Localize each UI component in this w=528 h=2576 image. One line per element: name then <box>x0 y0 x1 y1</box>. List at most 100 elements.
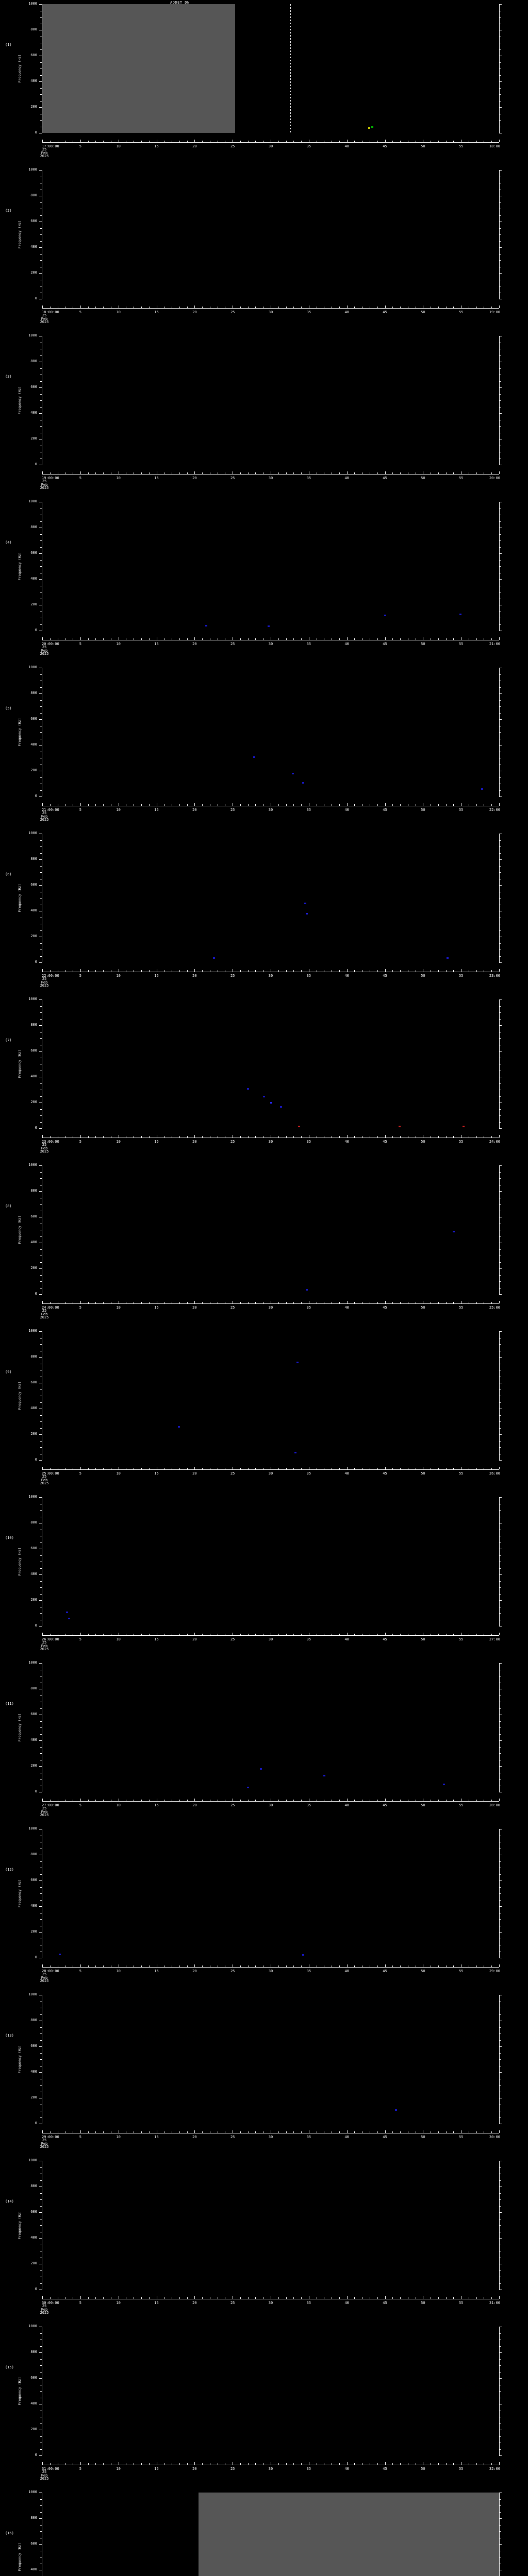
x-tick-minor <box>354 970 355 972</box>
date-line: 2025 <box>40 2145 49 2149</box>
spectrogram-panel: (12) Frequency (Hz) 0 200 400 600 800 1000 28:00… <box>0 1827 528 1995</box>
y-tick-minor <box>40 1262 42 1263</box>
x-tick-minor <box>248 141 249 142</box>
spectrogram-plot-area[interactable] <box>42 1497 499 1626</box>
x-tick-minor <box>240 804 241 806</box>
y-tick <box>39 999 42 1000</box>
x-tick-minor <box>255 141 256 142</box>
x-tick-major <box>194 1301 195 1303</box>
y-tick <box>39 170 42 171</box>
y-tick-minor <box>40 2391 42 2392</box>
x-tick-label-start: 17:08:00 <box>42 144 59 148</box>
x-tick-label: 45 <box>383 808 387 812</box>
x-tick-major <box>194 803 195 806</box>
spectrogram-plot-area[interactable] <box>42 2161 499 2290</box>
x-axis-line <box>42 1967 499 1968</box>
x-tick-minor <box>354 1965 355 1967</box>
y-tick-minor <box>40 700 42 701</box>
x-tick-label: 50 <box>421 2467 425 2471</box>
spectrogram-plot-area[interactable] <box>42 2493 499 2576</box>
y-tick-label: 0 <box>35 1292 37 1296</box>
spectrogram-plot-area[interactable] <box>42 2327 499 2455</box>
y-tick-minor <box>40 674 42 675</box>
spectrogram-plot-area[interactable] <box>42 4 499 133</box>
x-tick-minor <box>50 2131 51 2133</box>
x-tick-minor <box>339 970 340 972</box>
y-tick-minor <box>499 930 501 931</box>
x-tick-label-end: 26:00 <box>489 1471 500 1476</box>
y-tick-minor <box>499 17 501 18</box>
x-tick-label-start: 26:00:00 <box>42 1637 59 1641</box>
x-tick-label: 45 <box>383 1803 387 1807</box>
date-line: 2025 <box>40 2311 49 2315</box>
y-tick-minor <box>40 2040 42 2041</box>
x-tick-minor <box>240 2131 241 2133</box>
x-tick-label: 30 <box>268 2301 273 2305</box>
x-tick-minor <box>103 307 104 308</box>
x-tick-minor <box>446 2463 447 2465</box>
y-tick-label: 800 <box>30 1686 37 1690</box>
x-tick-minor <box>149 638 150 640</box>
y-tick-minor <box>499 1887 501 1888</box>
x-tick-minor <box>179 307 180 308</box>
spectrogram-panel: (2) Frequency (Hz) 0 200 400 600 800 1000 18:00:… <box>0 168 528 336</box>
spectrogram-plot-area[interactable] <box>42 502 499 631</box>
spectrogram-plot-area[interactable] <box>42 1165 499 1294</box>
x-tick-major <box>80 1467 81 1469</box>
y-tick-minor <box>40 1874 42 1875</box>
spectrogram-plot-area[interactable] <box>42 1663 499 1792</box>
panel-index-label: (10) <box>5 1536 14 1540</box>
x-tick-minor <box>476 307 477 308</box>
y-tick-label: 1000 <box>28 2324 37 2328</box>
x-tick-minor <box>255 1302 256 1303</box>
x-tick-major <box>385 1467 386 1469</box>
x-tick-minor <box>95 638 96 640</box>
y-tick-minor <box>40 2531 42 2532</box>
x-tick-label: 15 <box>154 2467 159 2471</box>
y-tick-label: 0 <box>35 2121 37 2125</box>
spectrogram-plot-area[interactable] <box>42 1995 499 2124</box>
x-tick-minor <box>149 1136 150 1138</box>
x-tick-label-start: 18:00:00 <box>42 310 59 314</box>
x-tick-minor <box>141 1468 142 1469</box>
x-tick-label: 10 <box>116 1140 121 1144</box>
x-tick-minor <box>354 307 355 308</box>
spectrogram-plot-area[interactable] <box>42 999 499 1128</box>
panel-index-label: (4) <box>5 540 12 545</box>
x-tick-minor <box>293 970 294 972</box>
spectrogram-plot-area[interactable] <box>42 834 499 962</box>
x-tick-major <box>347 1135 348 1138</box>
x-tick-major <box>347 306 348 308</box>
y-tick-minor <box>40 2365 42 2366</box>
x-tick-minor <box>103 804 104 806</box>
x-tick-major <box>80 969 81 972</box>
y-tick-label: 800 <box>30 27 37 31</box>
y-tick <box>39 553 42 554</box>
x-tick-minor <box>50 1136 51 1138</box>
panel-index-label: (9) <box>5 1370 12 1374</box>
x-tick-minor <box>476 1302 477 1303</box>
y-tick-label: 800 <box>30 1852 37 1856</box>
spectrogram-plot-area[interactable] <box>42 1331 499 1460</box>
y-tick-label: 1000 <box>28 1163 37 1167</box>
x-tick-label: 10 <box>116 642 121 646</box>
panel-index-label: (3) <box>5 375 12 379</box>
x-tick-minor <box>491 970 492 972</box>
x-tick-minor <box>301 1965 302 1967</box>
x-tick-minor <box>377 472 378 474</box>
x-tick-minor <box>491 1965 492 1967</box>
y-tick <box>39 2238 42 2239</box>
x-tick-label: 55 <box>458 1140 464 1144</box>
x-tick-label: 10 <box>116 2301 121 2305</box>
spectrogram-plot-area[interactable] <box>42 1829 499 1958</box>
y-tick <box>499 796 502 797</box>
x-tick-minor <box>446 1302 447 1303</box>
spectrogram-plot-area[interactable] <box>42 336 499 465</box>
x-tick-minor <box>179 472 180 474</box>
x-tick-minor <box>50 638 51 640</box>
x-tick-minor <box>149 307 150 308</box>
y-tick <box>499 1497 502 1498</box>
spectrogram-plot-area[interactable] <box>42 170 499 299</box>
spectrogram-plot-area[interactable] <box>42 668 499 796</box>
x-tick-major <box>194 969 195 972</box>
